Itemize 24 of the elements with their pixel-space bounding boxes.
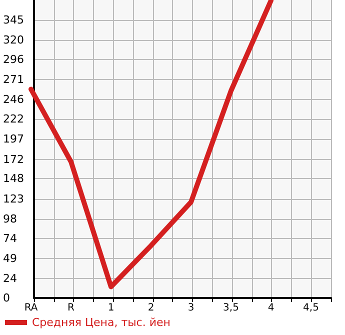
y-tick-label: 345 [3, 13, 24, 26]
x-tick-label: 3,5 [223, 302, 239, 314]
y-tick-label: 197 [3, 132, 24, 146]
y-tick-label: 24 [3, 272, 17, 286]
y-tick-label: 222 [3, 112, 24, 126]
x-tick-label: 1 [108, 302, 114, 314]
y-tick-label: 246 [3, 93, 24, 106]
y-tick-label: 296 [3, 52, 24, 66]
x-tick-label: RA [24, 302, 38, 314]
y-tick-label: 49 [3, 252, 17, 265]
x-tick-label: 4,5 [303, 302, 319, 314]
y-tick-label: 98 [3, 212, 17, 226]
y-tick-label: 172 [3, 152, 24, 166]
y-tick-label: 271 [3, 73, 24, 86]
x-tick-label: 2 [148, 302, 154, 314]
x-tick-label: 4 [268, 302, 274, 314]
y-tick-label: 0 [3, 292, 10, 304]
y-tick-label: 74 [3, 232, 17, 245]
x-tick-label: R [68, 302, 75, 314]
x-tick-label: 3 [188, 302, 194, 314]
y-tick-label: 320 [3, 34, 24, 47]
y-tick-label: 148 [3, 172, 24, 186]
legend-label: Средняя Цена, тыс. йен [32, 316, 170, 329]
y-tick-label: 123 [3, 192, 24, 206]
